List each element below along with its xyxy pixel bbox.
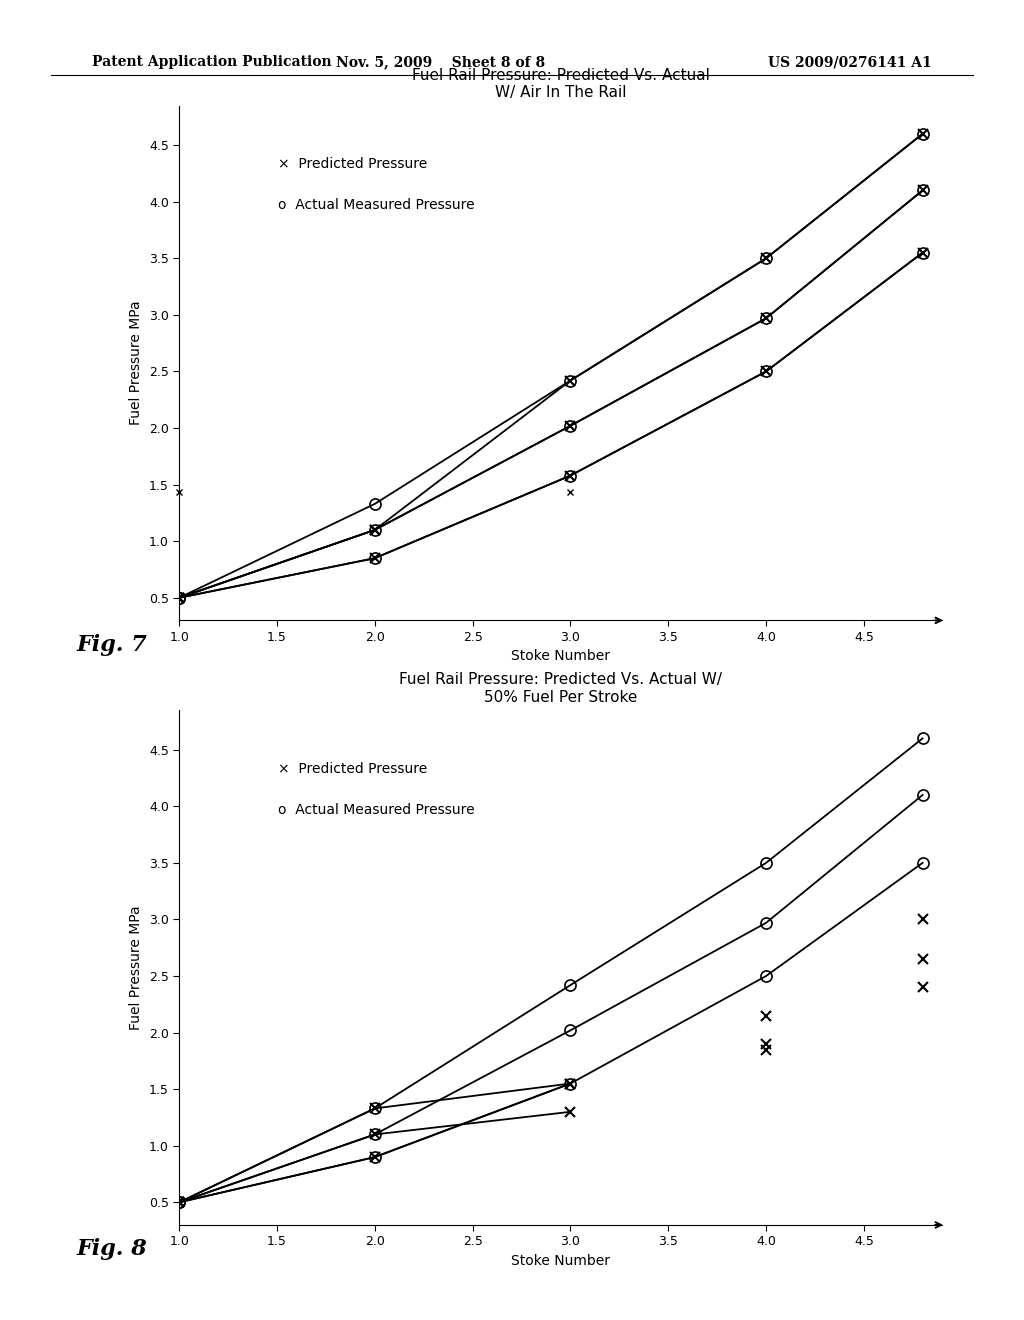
Text: Patent Application Publication: Patent Application Publication xyxy=(92,55,332,70)
Text: ×  Predicted Pressure: × Predicted Pressure xyxy=(279,762,428,776)
Text: Fig. 8: Fig. 8 xyxy=(77,1238,147,1261)
X-axis label: Stoke Number: Stoke Number xyxy=(511,649,610,664)
Text: o  Actual Measured Pressure: o Actual Measured Pressure xyxy=(279,198,475,213)
Text: Fig. 7: Fig. 7 xyxy=(77,634,147,656)
Title: Fuel Rail Pressure: Predicted Vs. Actual
W/ Air In The Rail: Fuel Rail Pressure: Predicted Vs. Actual… xyxy=(412,67,710,100)
Text: Nov. 5, 2009    Sheet 8 of 8: Nov. 5, 2009 Sheet 8 of 8 xyxy=(336,55,545,70)
Y-axis label: Fuel Pressure MPa: Fuel Pressure MPa xyxy=(129,906,143,1030)
Text: US 2009/0276141 A1: US 2009/0276141 A1 xyxy=(768,55,932,70)
X-axis label: Stoke Number: Stoke Number xyxy=(511,1254,610,1269)
Y-axis label: Fuel Pressure MPa: Fuel Pressure MPa xyxy=(129,301,143,425)
Text: ×  Predicted Pressure: × Predicted Pressure xyxy=(279,157,428,172)
Text: o  Actual Measured Pressure: o Actual Measured Pressure xyxy=(279,803,475,817)
Title: Fuel Rail Pressure: Predicted Vs. Actual W/
50% Fuel Per Stroke: Fuel Rail Pressure: Predicted Vs. Actual… xyxy=(399,672,722,705)
